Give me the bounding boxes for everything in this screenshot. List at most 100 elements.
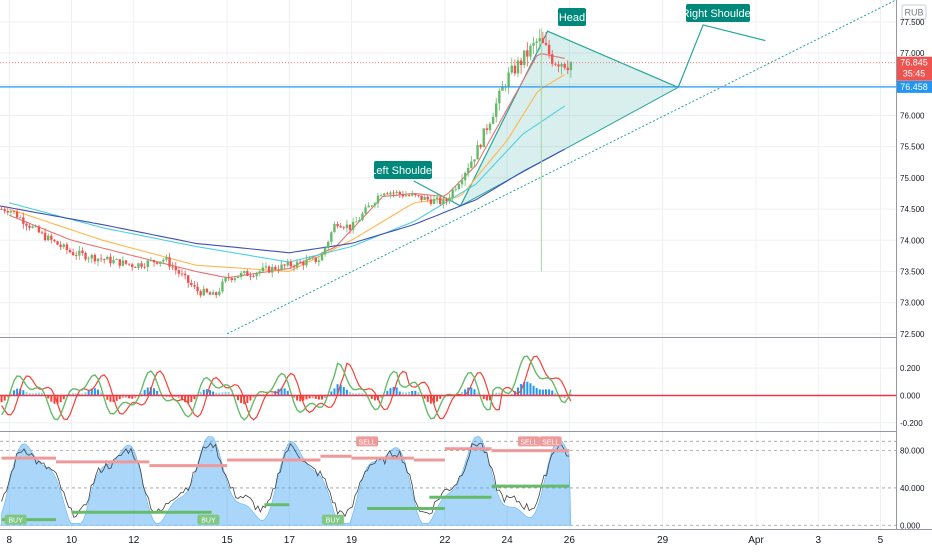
candle-body — [458, 184, 460, 189]
candle-body — [53, 240, 55, 241]
candle-body — [271, 267, 273, 273]
candle-body — [498, 91, 500, 104]
candle-body — [206, 289, 208, 293]
candle-body — [554, 64, 556, 65]
candle-body — [464, 173, 466, 180]
candle-body — [392, 193, 394, 194]
momentum-histogram-bar — [389, 388, 391, 395]
candle-body — [215, 292, 217, 295]
momentum-histogram-bar — [486, 395, 488, 400]
candle-body — [280, 264, 282, 270]
candle-body — [259, 271, 261, 273]
candle-body — [134, 267, 136, 268]
candle-body — [461, 180, 463, 184]
candle-body — [184, 274, 186, 276]
candle-body — [374, 203, 376, 205]
candle-body — [501, 87, 503, 91]
candle-body — [467, 168, 469, 173]
candle-body — [389, 193, 391, 195]
time-tick-label: 26 — [564, 535, 576, 546]
sell-marker-label: SELL — [542, 439, 559, 446]
momentum-histogram-bar — [396, 387, 398, 395]
momentum-histogram-bar — [16, 389, 18, 396]
momentum-histogram-bar — [526, 382, 528, 396]
momentum-histogram-bar — [13, 390, 15, 395]
candle-body — [511, 66, 513, 73]
candle-body — [355, 222, 357, 223]
indicator2-tick-label: 80.000 — [900, 447, 925, 456]
candle-body — [349, 225, 351, 230]
candle-body — [28, 226, 30, 228]
candle-body — [128, 264, 130, 265]
candle-body — [423, 197, 425, 200]
candle-body — [140, 263, 142, 266]
candle-body — [231, 278, 233, 280]
candle-body — [41, 232, 43, 233]
price-scale[interactable]: RUB 77.50077.00076.50076.00075.50075.000… — [896, 0, 932, 530]
candle-body — [548, 45, 550, 54]
candle-body — [162, 260, 164, 262]
candle-body — [455, 189, 457, 190]
candle-body — [535, 41, 537, 42]
candle-body — [103, 259, 105, 260]
candle-body — [268, 266, 270, 272]
candle-body — [430, 199, 432, 203]
momentum-histogram-bar — [240, 395, 242, 403]
candle-body — [436, 198, 438, 199]
candle-body — [265, 266, 267, 267]
candle-body — [277, 270, 279, 271]
candle-body — [3, 209, 5, 211]
candle-body — [570, 62, 572, 70]
candle-body — [66, 244, 68, 250]
candle-body — [542, 38, 544, 43]
candle-body — [405, 195, 407, 196]
candle-body — [122, 260, 124, 265]
candle-body — [112, 260, 114, 263]
momentum-histogram-bar — [473, 389, 475, 395]
right-shoulder-label[interactable]: Right Shoulder — [682, 4, 755, 22]
head-text: Head — [559, 12, 585, 24]
candle-body — [44, 233, 46, 240]
candle-body — [150, 260, 152, 261]
candle-body — [448, 198, 450, 201]
candle-body — [318, 261, 320, 262]
candle-body — [290, 262, 292, 266]
candle-body — [483, 128, 485, 147]
candle-body — [153, 260, 155, 262]
candle-body — [137, 263, 139, 268]
candle-body — [147, 261, 149, 267]
indicator1-tick-label: -0.200 — [900, 419, 923, 428]
candle-body — [274, 267, 276, 270]
candle-body — [517, 60, 519, 73]
momentum-histogram-bar — [50, 395, 52, 401]
candle-body — [75, 255, 77, 256]
candle-body — [109, 257, 111, 264]
price-tick-label: 76.000 — [900, 111, 925, 120]
candle-body — [371, 205, 373, 206]
candle-body — [209, 292, 211, 294]
candle-body — [411, 194, 413, 196]
candle-body — [196, 287, 198, 292]
left-shoulder-label[interactable]: Left Shoulder — [370, 161, 436, 179]
time-tick-label: 10 — [66, 535, 78, 546]
candle-body — [380, 195, 382, 196]
candle-body — [50, 236, 52, 240]
price-tick-label: 73.500 — [900, 267, 925, 276]
candle-body — [299, 262, 301, 263]
head-label[interactable]: Head — [558, 8, 586, 26]
price-tick-label: 77.500 — [900, 18, 925, 27]
price-tick-label: 75.000 — [900, 174, 925, 183]
indicator1-tick-label: 0.000 — [900, 391, 921, 400]
indicator1-tick-label: 0.200 — [900, 364, 921, 373]
candle-body — [84, 253, 86, 259]
candle-body — [563, 64, 565, 68]
candle-body — [227, 277, 229, 278]
candle-body — [557, 64, 559, 66]
price-tick-label: 75.500 — [900, 143, 925, 152]
candle-body — [63, 244, 65, 246]
candle-body — [545, 43, 547, 45]
candle-body — [470, 161, 472, 168]
